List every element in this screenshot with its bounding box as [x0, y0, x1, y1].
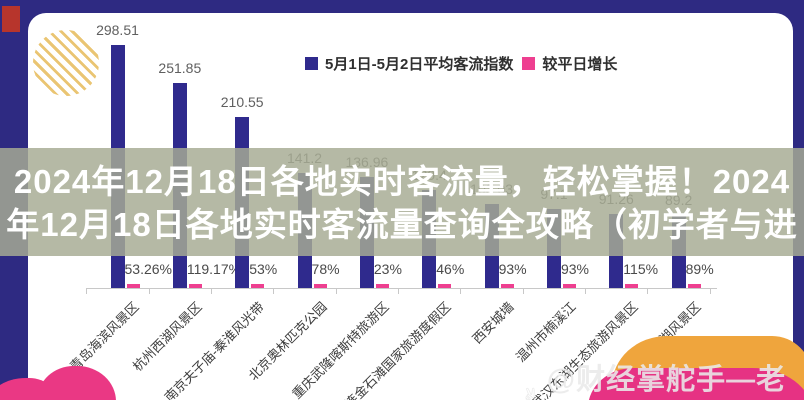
x-axis-tick [335, 288, 337, 294]
growth-bar [687, 284, 701, 288]
x-axis-tick [709, 288, 711, 294]
growth-bar [562, 284, 576, 288]
red-square-decoration [2, 6, 20, 32]
pink-blob-bottom-right [588, 368, 804, 400]
growth-percent-label: 93% [498, 261, 527, 277]
growth-bar [251, 284, 265, 288]
growth-percent-label: 115% [623, 261, 659, 277]
legend-item-index: 5月1日-5月2日平均客流指数 [305, 53, 513, 74]
bar-value-label: 251.85 [158, 59, 202, 76]
watermark-handle: @财经掌舵手—老李 [546, 364, 787, 396]
growth-bar [438, 284, 452, 288]
x-axis-tick [273, 288, 275, 294]
x-axis-tick [460, 288, 462, 294]
growth-bar [188, 284, 202, 288]
legend-swatch-navy [305, 57, 318, 70]
growth-percent-label: 119.17% [186, 261, 242, 277]
bar-value-label: 210.55 [220, 93, 264, 110]
growth-percent-label: 78% [311, 261, 340, 277]
legend-item-growth: 较平日增长 [522, 53, 617, 74]
x-axis-tick [211, 288, 212, 294]
growth-percent-label: 46% [436, 261, 465, 277]
growth-bar [375, 284, 389, 288]
growth-bar [625, 284, 639, 288]
chart-legend: 5月1日-5月2日平均客流指数 较平日增长 [305, 53, 617, 74]
legend-label-index: 5月1日-5月2日平均客流指数 [325, 56, 514, 73]
x-axis-tick [86, 288, 88, 294]
watermark: ✌ @财经掌舵手—老李 [520, 356, 804, 400]
x-axis-tick [522, 288, 524, 294]
x-axis-tick [398, 288, 400, 294]
x-axis-tick [585, 288, 587, 294]
growth-percent-label: 89% [685, 261, 714, 277]
headline-overlay-band: 2024年12月18日各地实时客流量，轻松掌握！2024 年12月18日各地实时… [0, 148, 804, 256]
x-axis-tick [148, 288, 150, 294]
headline-line-2: 年12月18日各地实时客流量查询全攻略（初学者与进 [6, 206, 798, 243]
growth-percent-label: 53% [249, 261, 278, 277]
headline-line-1: 2024年12月18日各地实时客流量，轻松掌握！2024 [13, 163, 791, 200]
growth-percent-label: 53.26% [124, 261, 172, 277]
growth-percent-label: 93% [560, 261, 589, 277]
x-axis-line [86, 288, 717, 289]
hatched-circle-decoration [33, 30, 99, 96]
bar-value-label: 298.51 [96, 22, 139, 38]
growth-bar [500, 284, 514, 288]
x-axis-tick [647, 288, 649, 294]
growth-percent-label: 23% [373, 261, 402, 277]
legend-label-growth: 较平日增长 [542, 56, 618, 73]
hand-gesture-icon: ✌ [520, 382, 543, 400]
legend-swatch-pink [522, 57, 536, 70]
growth-bar [126, 284, 140, 288]
growth-bar [313, 284, 327, 288]
